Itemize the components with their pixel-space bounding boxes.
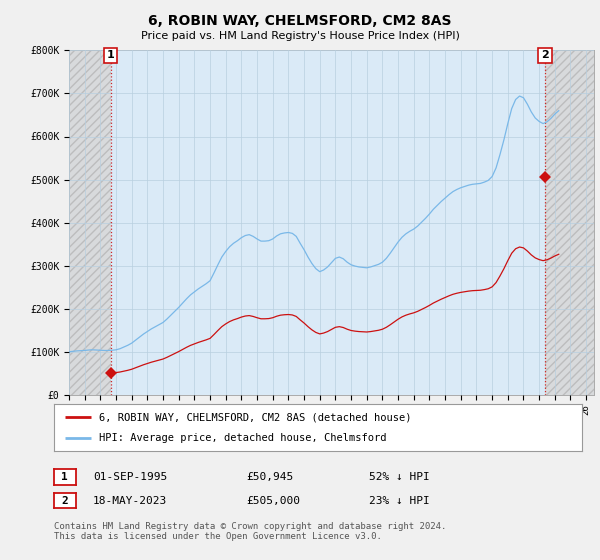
Text: 52% ↓ HPI: 52% ↓ HPI xyxy=(369,472,430,482)
Text: £50,945: £50,945 xyxy=(246,472,293,482)
Text: 01-SEP-1995: 01-SEP-1995 xyxy=(93,472,167,482)
Text: 18-MAY-2023: 18-MAY-2023 xyxy=(93,496,167,506)
Text: Contains HM Land Registry data © Crown copyright and database right 2024.
This d: Contains HM Land Registry data © Crown c… xyxy=(54,522,446,542)
Text: 2: 2 xyxy=(541,50,549,60)
Text: 23% ↓ HPI: 23% ↓ HPI xyxy=(369,496,430,506)
Text: 1: 1 xyxy=(61,472,68,482)
Text: £505,000: £505,000 xyxy=(246,496,300,506)
Text: 2: 2 xyxy=(61,496,68,506)
Text: 6, ROBIN WAY, CHELMSFORD, CM2 8AS (detached house): 6, ROBIN WAY, CHELMSFORD, CM2 8AS (detac… xyxy=(99,412,412,422)
Text: 6, ROBIN WAY, CHELMSFORD, CM2 8AS: 6, ROBIN WAY, CHELMSFORD, CM2 8AS xyxy=(148,14,452,28)
Text: HPI: Average price, detached house, Chelmsford: HPI: Average price, detached house, Chel… xyxy=(99,433,386,444)
Text: 1: 1 xyxy=(107,50,115,60)
Text: Price paid vs. HM Land Registry's House Price Index (HPI): Price paid vs. HM Land Registry's House … xyxy=(140,31,460,41)
